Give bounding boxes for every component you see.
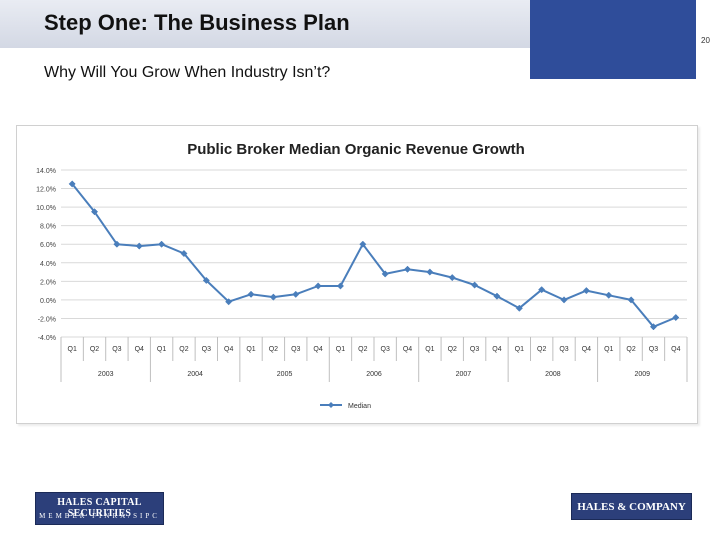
data-point — [538, 286, 546, 294]
data-point — [649, 323, 658, 331]
x-tick-label: Q4 — [403, 346, 412, 353]
slide-subtitle: Why Will You Grow When Industry Isn’t? — [44, 64, 331, 81]
x-tick-label: Q1 — [336, 346, 345, 353]
year-label: 2006 — [366, 371, 382, 378]
x-tick-label: Q4 — [313, 346, 322, 353]
logo-left-tagline: MEMBER FINRA/SIPC — [39, 512, 160, 520]
data-point — [225, 298, 233, 306]
x-tick-label: Q2 — [626, 346, 635, 353]
hales-capital-securities-logo: HALES CAPITAL SECURITIES MEMBER FINRA/SI… — [35, 492, 164, 525]
x-tick-label: Q1 — [604, 346, 613, 353]
data-point — [180, 249, 188, 258]
page-title: Step One: The Business Plan — [44, 10, 350, 35]
data-point — [314, 282, 322, 290]
series-line-median — [71, 183, 677, 328]
y-tick-label: 10.0% — [36, 205, 56, 212]
x-tick-label: Q3 — [291, 346, 300, 353]
x-tick-label: Q3 — [470, 346, 479, 353]
data-point — [582, 287, 590, 295]
y-tick-label: 4.0% — [40, 261, 56, 268]
y-tick-label: 6.0% — [40, 242, 56, 249]
year-label: 2005 — [277, 371, 293, 378]
x-tick-label: Q4 — [224, 346, 233, 353]
chart-title: Public Broker Median Organic Revenue Gro… — [187, 141, 525, 158]
x-tick-label: Q2 — [358, 346, 367, 353]
data-point — [336, 282, 345, 290]
y-tick-label: 2.0% — [40, 279, 56, 286]
data-point — [269, 293, 277, 301]
data-point — [202, 276, 210, 284]
x-tick-label: Q1 — [157, 346, 166, 353]
page-number: 20 — [701, 36, 710, 45]
x-tick-label: Q1 — [425, 346, 434, 353]
year-label: 2009 — [634, 371, 650, 378]
data-point — [113, 240, 121, 248]
x-tick-label: Q3 — [559, 346, 568, 353]
data-point — [247, 290, 255, 298]
data-point — [292, 290, 300, 298]
x-tick-label: Q2 — [448, 346, 457, 353]
year-label: 2004 — [187, 371, 203, 378]
y-tick-label: -2.0% — [38, 316, 56, 323]
data-point — [426, 268, 434, 276]
year-label: 2003 — [98, 371, 114, 378]
chart: Public Broker Median Organic Revenue Gro… — [36, 141, 688, 410]
x-tick-label: Q3 — [381, 346, 390, 353]
y-tick-label: 8.0% — [40, 224, 56, 231]
x-tick-label: Q3 — [112, 346, 121, 353]
data-point — [68, 180, 76, 188]
data-point — [627, 296, 635, 304]
header-band — [0, 0, 530, 48]
x-tick-label: Q3 — [649, 346, 658, 353]
y-tick-label: 0.0% — [40, 298, 56, 305]
x-tick-label: Q2 — [537, 346, 546, 353]
data-point — [471, 281, 479, 289]
x-tick-label: Q3 — [202, 346, 211, 353]
x-tick-label: Q4 — [135, 346, 144, 353]
chart-frame — [16, 125, 698, 424]
data-point — [448, 274, 456, 282]
y-tick-label: 12.0% — [36, 187, 56, 194]
data-point — [359, 240, 367, 248]
data-point — [158, 240, 166, 248]
x-tick-label: Q4 — [582, 346, 591, 353]
y-tick-label: 14.0% — [36, 168, 56, 175]
x-tick-label: Q2 — [179, 346, 188, 353]
data-point — [560, 296, 568, 304]
x-tick-label: Q4 — [492, 346, 501, 353]
data-point — [515, 304, 523, 312]
x-tick-label: Q1 — [515, 346, 524, 353]
y-tick-label: -4.0% — [38, 335, 56, 342]
data-point — [381, 270, 389, 278]
x-tick-label: Q1 — [68, 346, 77, 353]
legend-label-median: Median — [348, 403, 371, 410]
data-point — [493, 292, 501, 300]
data-point — [605, 291, 613, 299]
x-tick-label: Q4 — [671, 346, 680, 353]
year-label: 2008 — [545, 371, 561, 378]
x-tick-label: Q2 — [269, 346, 278, 353]
year-label: 2007 — [456, 371, 472, 378]
data-point — [672, 313, 680, 322]
x-tick-label: Q2 — [90, 346, 99, 353]
logo-left-name: HALES CAPITAL SECURITIES — [57, 497, 142, 519]
hales-company-logo: HALES & COMPANY — [571, 493, 692, 520]
x-tick-label: Q1 — [246, 346, 255, 353]
data-point — [135, 242, 143, 250]
data-point — [403, 265, 412, 273]
data-point — [90, 208, 99, 216]
legend-swatch-marker — [328, 402, 334, 408]
header-accent-block — [530, 0, 696, 79]
